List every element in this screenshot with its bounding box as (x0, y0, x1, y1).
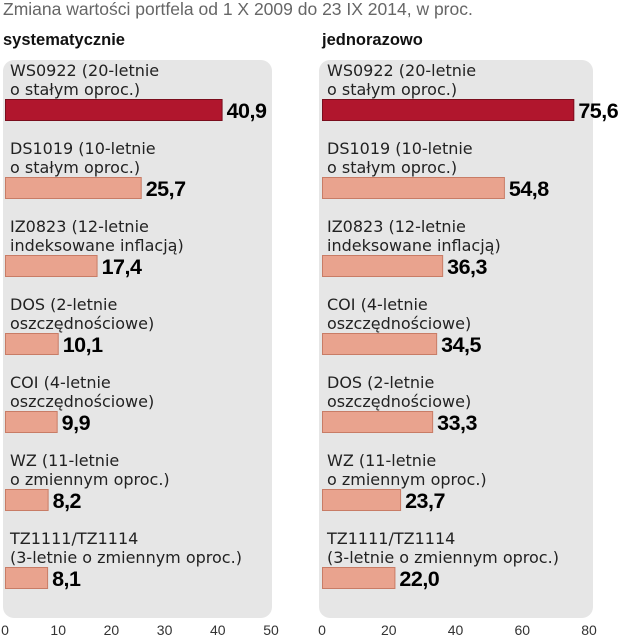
x-tick-label: 30 (157, 622, 173, 638)
category-label-line: o zmiennym oproc.) (327, 470, 487, 489)
value-label: 75,6 (578, 99, 618, 123)
bar (322, 489, 402, 511)
category-label-line: DOS (2-letnie (327, 373, 434, 392)
value-label: 40,9 (227, 99, 267, 123)
value-label: 34,5 (441, 333, 481, 357)
category-label-line: COI (4-letnie (10, 373, 111, 392)
category-label-line: o zmiennym oproc.) (10, 470, 170, 489)
category-label-line: indeksowane inflacją) (327, 236, 501, 255)
value-label: 17,4 (102, 255, 142, 279)
x-tick-label: 0 (318, 622, 326, 638)
category-label-line: WZ (11-letnie (327, 451, 436, 470)
category-label-line: indeksowane inflacją) (10, 236, 184, 255)
bar (322, 333, 438, 355)
x-tick-label: 10 (50, 622, 66, 638)
category-label-line: IZ0823 (12-letnie (327, 217, 466, 236)
category-label-line: WZ (11-letnie (10, 451, 119, 470)
value-label: 54,8 (509, 177, 549, 201)
category-label: WS0922 (20-letnie o stałym oproc.) (327, 61, 481, 99)
bar (322, 411, 434, 433)
chart-marks: WS0922 (20-letnie o stałym oproc.) 75,6 DS… (318, 61, 619, 638)
bar (322, 177, 505, 199)
category-label-line: (3-letnie o zmiennym oproc.) (327, 548, 559, 567)
bar (5, 411, 58, 433)
bar (322, 567, 396, 589)
x-tick-label: 40 (210, 622, 226, 638)
value-label: 22,0 (399, 567, 439, 591)
category-label-line: TZ1111/TZ1114 (9, 529, 138, 548)
value-label: 33,3 (437, 411, 477, 435)
category-label-line: o stałym oproc.) (10, 80, 140, 99)
category-label: TZ1111/TZ1114 (3-letnie o zmiennym oproc… (9, 529, 242, 567)
bar (5, 255, 98, 277)
category-label-line: oszczędnościowe) (327, 392, 471, 411)
category-label: DOS (2-letnie oszczędnościowe) (327, 373, 471, 411)
panel-jednorazowo: jednorazowo WS0922 (20-letnie o stałym o… (318, 31, 619, 638)
bar-highlighted (5, 99, 223, 121)
category-label-line: o stałym oproc.) (10, 158, 140, 177)
category-label: WS0922 (20-letnie o stałym oproc.) (10, 61, 164, 99)
x-tick-label: 60 (514, 622, 530, 638)
value-label: 23,7 (405, 489, 445, 513)
chart-title: Zmiana wartości portfela od 1 X 2009 do … (3, 0, 473, 19)
panel-background (319, 60, 593, 618)
category-label-line: IZ0823 (12-letnie (10, 217, 149, 236)
category-label-line: TZ1111/TZ1114 (326, 529, 455, 548)
value-label: 8,2 (53, 489, 82, 513)
category-label: DS1019 (10-letnie o stałym oproc.) (10, 139, 161, 177)
category-label: WZ (11-letnie o zmiennym oproc.) (10, 451, 170, 489)
x-tick-label: 40 (448, 622, 464, 638)
x-tick-label: 20 (381, 622, 397, 638)
category-label: COI (4-letnie oszczędnościowe) (327, 295, 471, 333)
category-label-line: o stałym oproc.) (327, 80, 457, 99)
category-label: DOS (2-letnie oszczędnościowe) (10, 295, 154, 333)
x-tick-label: 0 (1, 622, 9, 638)
value-label: 8,1 (52, 567, 81, 591)
bar (5, 567, 49, 589)
category-label: WZ (11-letnie o zmiennym oproc.) (327, 451, 487, 489)
category-label-line: DS1019 (10-letnie (10, 139, 156, 158)
panel-systematycznie: systematycznie WS0922 (20-letnie o stały… (1, 31, 279, 638)
value-label: 9,9 (62, 411, 91, 435)
bar (322, 255, 444, 277)
category-label-line: DS1019 (10-letnie (327, 139, 473, 158)
category-label-line: oszczędnościowe) (327, 314, 471, 333)
bar (5, 489, 49, 511)
category-label-line: o stałym oproc.) (327, 158, 457, 177)
category-label-line: WS0922 (20-letnie (327, 61, 476, 80)
chart-marks: WS0922 (20-letnie o stałym oproc.) 40,9 DS… (1, 61, 279, 638)
bar-highlighted (322, 99, 575, 121)
x-tick-label: 80 (581, 622, 597, 638)
category-label-line: DOS (2-letnie (10, 295, 117, 314)
panel-background (3, 60, 272, 618)
panel-title: systematycznie (3, 31, 125, 49)
category-label-line: WS0922 (20-letnie (10, 61, 159, 80)
category-label: DS1019 (10-letnie o stałym oproc.) (327, 139, 478, 177)
panel-title: jednorazowo (321, 31, 423, 49)
value-label: 25,7 (146, 177, 186, 201)
category-label-line: oszczędnościowe) (10, 392, 154, 411)
x-tick-label: 20 (104, 622, 120, 638)
category-label-line: COI (4-letnie (327, 295, 428, 314)
bar (5, 333, 59, 355)
category-label: COI (4-letnie oszczędnościowe) (10, 373, 154, 411)
category-label-line: oszczędnościowe) (10, 314, 154, 333)
x-tick-label: 50 (263, 622, 279, 638)
value-label: 10,1 (63, 333, 103, 357)
bar (5, 177, 142, 199)
value-label: 36,3 (447, 255, 487, 279)
category-label: IZ0823 (12-letnie indeksowane inflacją) (10, 217, 184, 255)
category-label: TZ1111/TZ1114 (3-letnie o zmiennym oproc… (326, 529, 559, 567)
category-label-line: (3-letnie o zmiennym oproc.) (10, 548, 242, 567)
category-label: IZ0823 (12-letnie indeksowane inflacją) (327, 217, 501, 255)
